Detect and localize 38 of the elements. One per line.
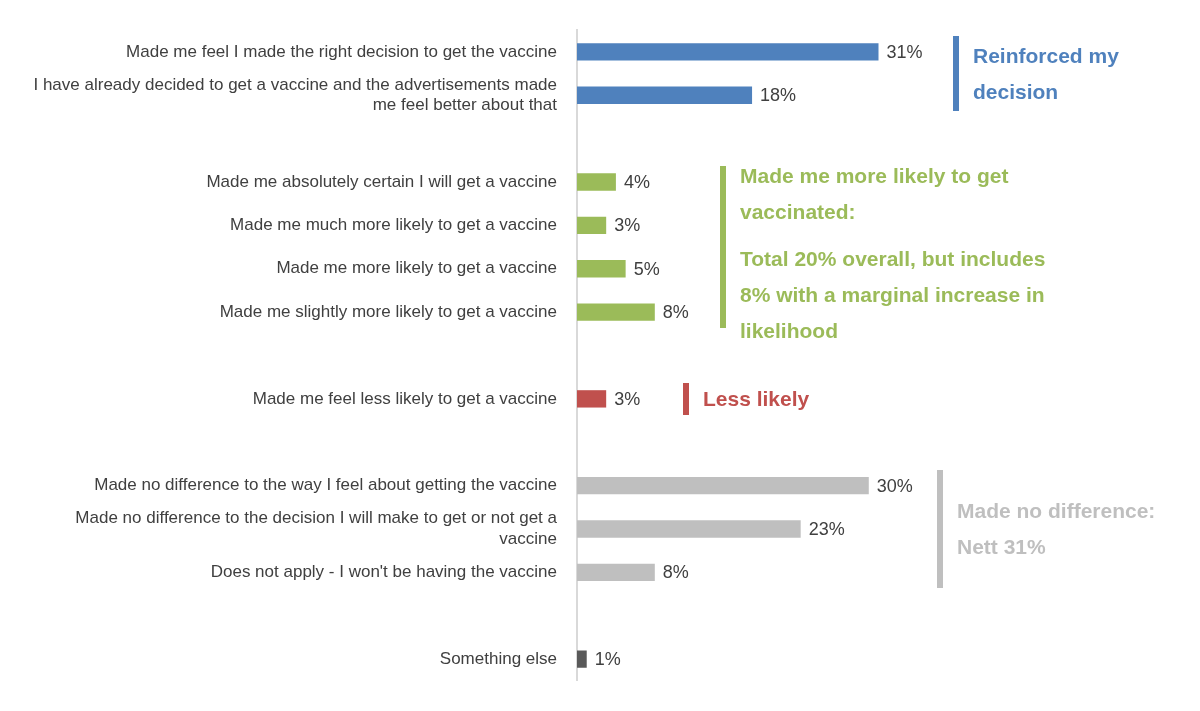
data-label: 4%	[623, 171, 650, 192]
y-tick-label: Made me feel less likely to get a vaccine	[252, 388, 557, 408]
data-label: 18%	[760, 85, 797, 106]
annotation: Made me more likely to get vaccinated:	[740, 163, 1010, 225]
y-tick-label: Made no difference to the way I feel about getting the vaccine	[94, 475, 557, 495]
data-label: 3%	[614, 215, 641, 236]
data-label: 30%	[876, 475, 913, 496]
y-tick-label: Made no difference to the decision I will make to get or not get a vaccine	[75, 508, 558, 548]
bar	[577, 520, 801, 538]
annotation: Total 20% overall, but includes 8% with a marginal increase in likelihood	[740, 245, 1047, 344]
y-tick-label: Made me more likely to get a vaccine	[276, 258, 557, 278]
y-tick-label: Made me slightly more likely to get a vaccine	[219, 301, 557, 321]
bar	[577, 650, 587, 668]
y-tick-label: Made me absolutely certain I will get a vaccine	[206, 171, 557, 191]
y-tick-label: Does not apply - I won't be having the vaccine	[210, 562, 557, 582]
text: Reinforced my decision	[973, 42, 1120, 105]
data-label: 8%	[662, 302, 689, 323]
bar	[577, 173, 616, 191]
data-label: 8%	[662, 562, 689, 583]
bar	[577, 260, 626, 278]
y-tick-label: Something else	[439, 648, 557, 668]
y-tick-label: Made me much more likely to get a vaccine	[230, 215, 557, 235]
bar	[577, 563, 655, 582]
bar	[577, 86, 753, 104]
text: Made no difference: Nett 31%	[957, 498, 1157, 560]
data-label: 5%	[633, 258, 660, 279]
bar	[577, 476, 869, 495]
annotation: Less likely	[703, 385, 811, 412]
data-label: 23%	[808, 518, 845, 539]
y-tick-label: Made me feel I made the right decision to get the vaccine	[126, 41, 557, 61]
bar	[577, 390, 607, 408]
y-tick-label: I have already decided to get a vaccine and the advertisements made me feel better about that	[33, 74, 558, 115]
data-label: 1%	[594, 649, 621, 670]
bar	[577, 216, 607, 235]
data-label: 3%	[614, 388, 641, 409]
data-label: 31%	[886, 41, 923, 62]
bar	[577, 43, 879, 61]
bar	[577, 303, 655, 321]
